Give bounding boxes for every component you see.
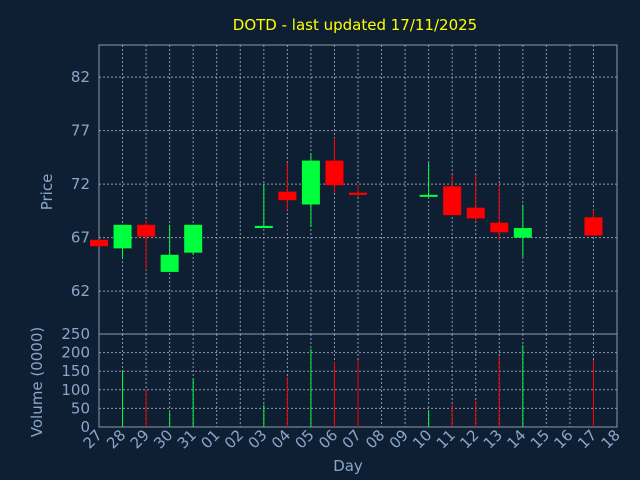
candle-11 xyxy=(443,174,462,216)
candles xyxy=(90,138,603,272)
volume-tick-label: 250 xyxy=(61,325,90,343)
x-tick-label: 18 xyxy=(598,426,624,452)
x-tick-label: 06 xyxy=(315,426,341,452)
candle-body xyxy=(419,194,438,197)
volume-tick-label: 200 xyxy=(61,344,90,362)
x-tick-label: 07 xyxy=(339,426,365,452)
price-tick-label: 67 xyxy=(71,229,90,247)
candle-27 xyxy=(90,239,108,247)
x-tick-label: 01 xyxy=(197,426,223,452)
x-tick-label: 09 xyxy=(386,426,412,452)
candle-body xyxy=(301,160,320,205)
x-tick-label: 16 xyxy=(551,426,577,452)
x-tick-label: 28 xyxy=(103,426,129,452)
candle-06 xyxy=(325,138,344,193)
candle-03 xyxy=(254,184,273,229)
candle-17 xyxy=(584,209,603,236)
candle-body xyxy=(443,186,462,216)
candle-body xyxy=(584,217,603,236)
volume-axis-label: Volume (0000) xyxy=(28,327,46,437)
candle-07 xyxy=(349,185,367,197)
volume-tick-label: 100 xyxy=(61,381,90,399)
x-tick-label: 31 xyxy=(174,426,200,452)
x-tick-label: 13 xyxy=(480,426,506,452)
candle-13 xyxy=(490,185,509,240)
candle-body xyxy=(278,191,297,201)
candle-04 xyxy=(278,162,297,210)
candle-body xyxy=(490,222,509,233)
x-tick-label: 10 xyxy=(409,426,435,452)
price-tick-label: 82 xyxy=(71,68,90,86)
price-tick-label: 77 xyxy=(71,122,90,140)
x-tick-label: 08 xyxy=(362,426,388,452)
candle-body xyxy=(90,239,108,247)
candle-body xyxy=(349,192,367,195)
x-tick-label: 05 xyxy=(292,426,318,452)
volume-tick-label: 0 xyxy=(80,418,90,436)
candle-body xyxy=(513,228,532,238)
candle-05 xyxy=(301,153,320,227)
candle-body xyxy=(466,207,485,219)
candle-body xyxy=(137,224,156,237)
volume-tick-label: 50 xyxy=(71,399,90,417)
price-axis-label: Price xyxy=(38,174,56,211)
candle-body xyxy=(254,225,273,229)
candle-10 xyxy=(419,162,438,197)
candle-30 xyxy=(160,224,179,272)
candle-31 xyxy=(184,224,203,255)
x-tick-label: 04 xyxy=(268,426,294,452)
x-tick-label: 30 xyxy=(150,426,176,452)
x-tick-label: 29 xyxy=(127,426,153,452)
x-tick-label: 14 xyxy=(503,426,529,452)
candle-28 xyxy=(113,224,132,260)
candle-29 xyxy=(137,220,156,270)
x-tick-label: 17 xyxy=(574,426,600,452)
candle-body xyxy=(184,224,203,253)
x-tick-label: 15 xyxy=(527,426,553,452)
candle-body xyxy=(113,224,132,249)
x-tick-label: 12 xyxy=(456,426,482,452)
candle-14 xyxy=(513,204,532,257)
x-tick-label: 02 xyxy=(221,426,247,452)
candle-12 xyxy=(466,174,485,222)
volume-bars xyxy=(122,345,594,427)
x-tick-label: 03 xyxy=(244,426,270,452)
price-tick-label: 72 xyxy=(71,175,90,193)
candle-body xyxy=(160,254,179,272)
candle-body xyxy=(325,160,344,186)
x-tick-label: 11 xyxy=(433,426,459,452)
price-tick-label: 62 xyxy=(71,282,90,300)
volume-tick-label: 150 xyxy=(61,362,90,380)
chart-title: DOTD - last updated 17/11/2025 xyxy=(233,16,477,34)
x-axis-label: Day xyxy=(333,457,363,475)
